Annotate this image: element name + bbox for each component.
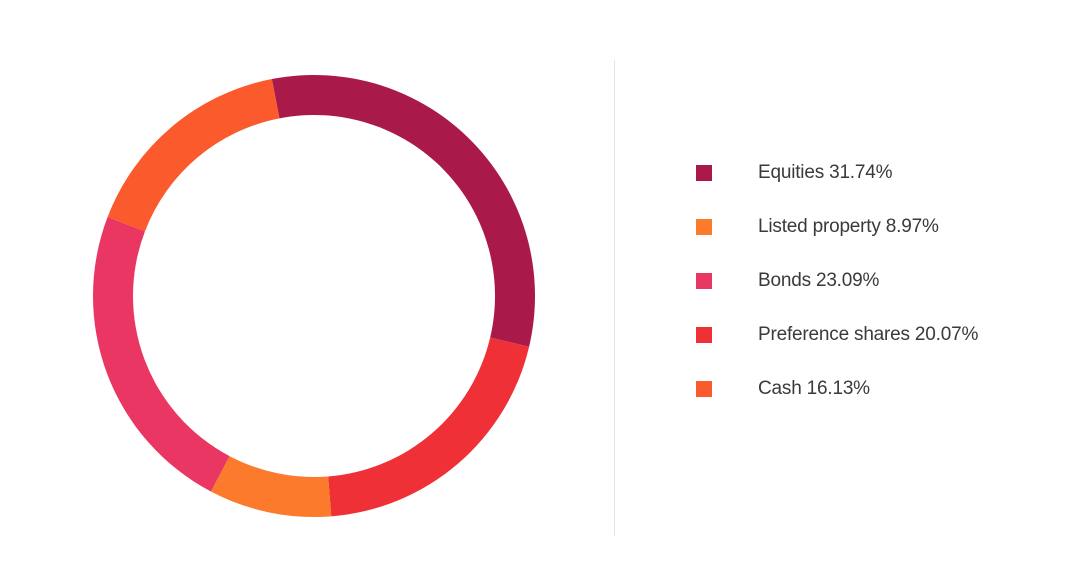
legend-label-equities: Equities 31.74% (758, 162, 893, 183)
legend-item-cash[interactable]: Cash 16.13% (696, 362, 1076, 416)
legend-swatch-cash (696, 381, 712, 397)
chart-legend: Equities 31.74% Listed property 8.97% Bond… (696, 146, 1076, 416)
legend-swatch-listed-property (696, 219, 712, 235)
donut-slice-preference-shares[interactable] (328, 337, 530, 517)
legend-swatch-equities (696, 165, 712, 181)
legend-label-listed-property: Listed property 8.97% (758, 216, 939, 237)
legend-label-cash: Cash 16.13% (758, 378, 870, 399)
legend-label-preference-shares: Preference shares 20.07% (758, 324, 979, 345)
legend-item-listed-property[interactable]: Listed property 8.97% (696, 200, 1076, 254)
legend-item-bonds[interactable]: Bonds 23.09% (696, 254, 1076, 308)
legend-label-bonds: Bonds 23.09% (758, 270, 880, 291)
legend-item-preference-shares[interactable]: Preference shares 20.07% (696, 308, 1076, 362)
legend-item-equities[interactable]: Equities 31.74% (696, 146, 1076, 200)
donut-slice-bonds[interactable] (92, 217, 230, 492)
donut-chart-area (92, 75, 535, 517)
legend-swatch-bonds (696, 273, 712, 289)
legend-swatch-preference-shares (696, 327, 712, 343)
donut-chart (92, 75, 535, 517)
donut-slice-cash[interactable] (107, 79, 280, 232)
donut-slice-listed-property[interactable] (210, 456, 332, 517)
divider (614, 60, 615, 536)
donut-slice-equities[interactable] (271, 75, 535, 347)
